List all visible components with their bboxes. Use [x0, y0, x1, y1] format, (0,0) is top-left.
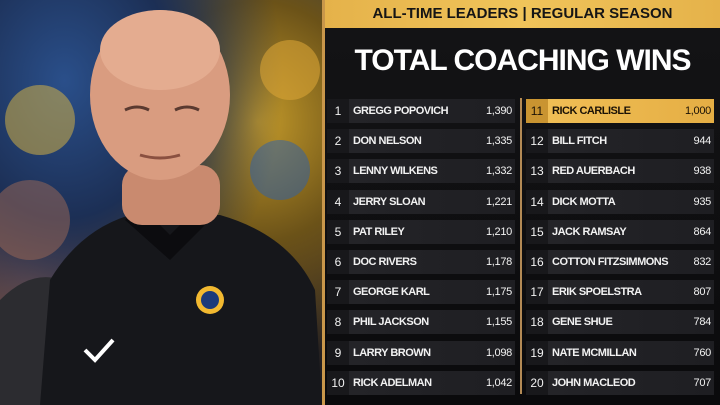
rank-number: 4 — [334, 194, 342, 209]
leader-row: 4 JERRY SLOAN 1,221 — [327, 189, 515, 214]
leader-row: 7 GEORGE KARL 1,175 — [327, 280, 515, 305]
coach-name: JACK RAMSAY — [552, 225, 627, 238]
wins-value: 807 — [693, 286, 712, 299]
coach-name: JOHN MACLEOD — [552, 376, 636, 389]
leader-row: 3 LENNY WILKENS 1,332 — [327, 159, 515, 184]
wins-value: 760 — [693, 346, 712, 359]
rank-number: 8 — [334, 315, 342, 330]
leader-row: 20 JOHN MACLEOD 707 — [526, 370, 714, 395]
wins-value: 944 — [693, 135, 712, 148]
wins-value: 935 — [693, 195, 712, 208]
wins-value: 1,335 — [485, 135, 512, 148]
coach-name: PHIL JACKSON — [353, 316, 429, 329]
column-divider — [520, 98, 522, 394]
coach-name: DOC RIVERS — [353, 255, 417, 268]
rank-number: 1 — [334, 104, 342, 118]
coach-name: GEORGE KARL — [353, 286, 430, 299]
wins-value: 707 — [693, 376, 712, 389]
leader-row: 19 NATE MCMILLAN 760 — [526, 340, 714, 365]
leader-row: 5 PAT RILEY 1,210 — [327, 219, 515, 244]
leader-row: 2 DON NELSON 1,335 — [327, 129, 515, 154]
rank-number: 20 — [530, 375, 544, 390]
coach-name: COTTON FITZSIMMONS — [552, 255, 669, 268]
leader-row-highlighted: 11 RICK CARLISLE 1,000 — [526, 99, 714, 123]
rank-number: 10 — [331, 375, 345, 390]
rank-number: 11 — [530, 104, 544, 118]
rank-number: 17 — [530, 285, 544, 300]
rank-number: 2 — [334, 134, 342, 149]
coach-illustration — [0, 10, 322, 405]
coach-name: NATE MCMILLAN — [552, 346, 637, 359]
leaders-column-right: 11 RICK CARLISLE 1,000 12 BILL FITCH 944 13 RED… — [526, 99, 714, 401]
wins-value: 1,178 — [485, 255, 512, 268]
coach-name: DICK MOTTA — [552, 195, 616, 208]
wins-value: 1,155 — [485, 316, 512, 329]
coach-photo — [0, 0, 322, 405]
leader-row: 1 GREGG POPOVICH 1,390 — [327, 99, 515, 123]
leader-row: 6 DOC RIVERS 1,178 — [327, 249, 515, 274]
coach-name: BILL FITCH — [552, 135, 607, 148]
leader-row: 16 COTTON FITZSIMMONS 832 — [526, 249, 714, 274]
coach-name: LARRY BROWN — [353, 346, 431, 359]
coach-name: GENE SHUE — [552, 316, 613, 329]
rank-number: 9 — [334, 345, 342, 360]
rank-number: 5 — [334, 224, 342, 239]
wins-value: 1,042 — [485, 376, 512, 389]
leader-row: 15 JACK RAMSAY 864 — [526, 219, 714, 244]
wins-value: 832 — [693, 255, 712, 268]
rank-number: 15 — [530, 224, 544, 239]
rank-number: 7 — [334, 285, 342, 300]
wins-value: 1,175 — [485, 286, 512, 299]
leader-row: 18 GENE SHUE 784 — [526, 310, 714, 335]
wins-value: 938 — [693, 165, 712, 178]
leader-row: 13 RED AUERBACH 938 — [526, 159, 714, 184]
coach-name: RICK ADELMAN — [353, 376, 432, 389]
wins-value: 1,000 — [684, 105, 711, 117]
leaders-column-left: 1 GREGG POPOVICH 1,390 2 DON NELSON 1,335 3 LEN… — [327, 99, 515, 401]
rank-number: 13 — [530, 164, 544, 179]
coach-name: RED AUERBACH — [552, 165, 635, 178]
leader-row: 17 ERIK SPOELSTRA 807 — [526, 280, 714, 305]
coach-name: DON NELSON — [353, 135, 422, 148]
coach-name: JERRY SLOAN — [353, 195, 426, 208]
rank-number: 3 — [334, 164, 342, 179]
coach-name: PAT RILEY — [353, 225, 405, 238]
leader-row: 10 RICK ADELMAN 1,042 — [327, 370, 515, 395]
rank-number: 18 — [530, 315, 544, 330]
subtitle-bar: ALL-TIME LEADERS | REGULAR SEASON — [325, 0, 720, 28]
coach-name: GREGG POPOVICH — [353, 105, 449, 117]
rank-number: 12 — [530, 134, 544, 149]
leader-row: 9 LARRY BROWN 1,098 — [327, 340, 515, 365]
coach-name: RICK CARLISLE — [552, 105, 631, 117]
wins-value: 1,098 — [485, 346, 512, 359]
wins-value: 1,221 — [485, 195, 512, 208]
rank-number: 6 — [334, 254, 342, 269]
wins-value: 1,390 — [485, 105, 512, 117]
page-title: TOTAL COACHING WINS — [354, 44, 692, 77]
rank-number: 19 — [530, 345, 544, 360]
leader-row: 12 BILL FITCH 944 — [526, 129, 714, 154]
wins-value: 864 — [693, 225, 712, 238]
coach-name: ERIK SPOELSTRA — [552, 286, 642, 299]
wins-value: 1,210 — [485, 225, 512, 238]
wins-value: 784 — [693, 316, 712, 329]
wins-value: 1,332 — [485, 165, 512, 178]
leaders-panel: ALL-TIME LEADERS | REGULAR SEASON TOTAL … — [322, 0, 720, 405]
leader-row: 14 DICK MOTTA 935 — [526, 189, 714, 214]
leader-row: 8 PHIL JACKSON 1,155 — [327, 310, 515, 335]
coach-name: LENNY WILKENS — [353, 165, 438, 178]
rank-number: 14 — [530, 194, 544, 209]
rank-number: 16 — [530, 254, 544, 269]
